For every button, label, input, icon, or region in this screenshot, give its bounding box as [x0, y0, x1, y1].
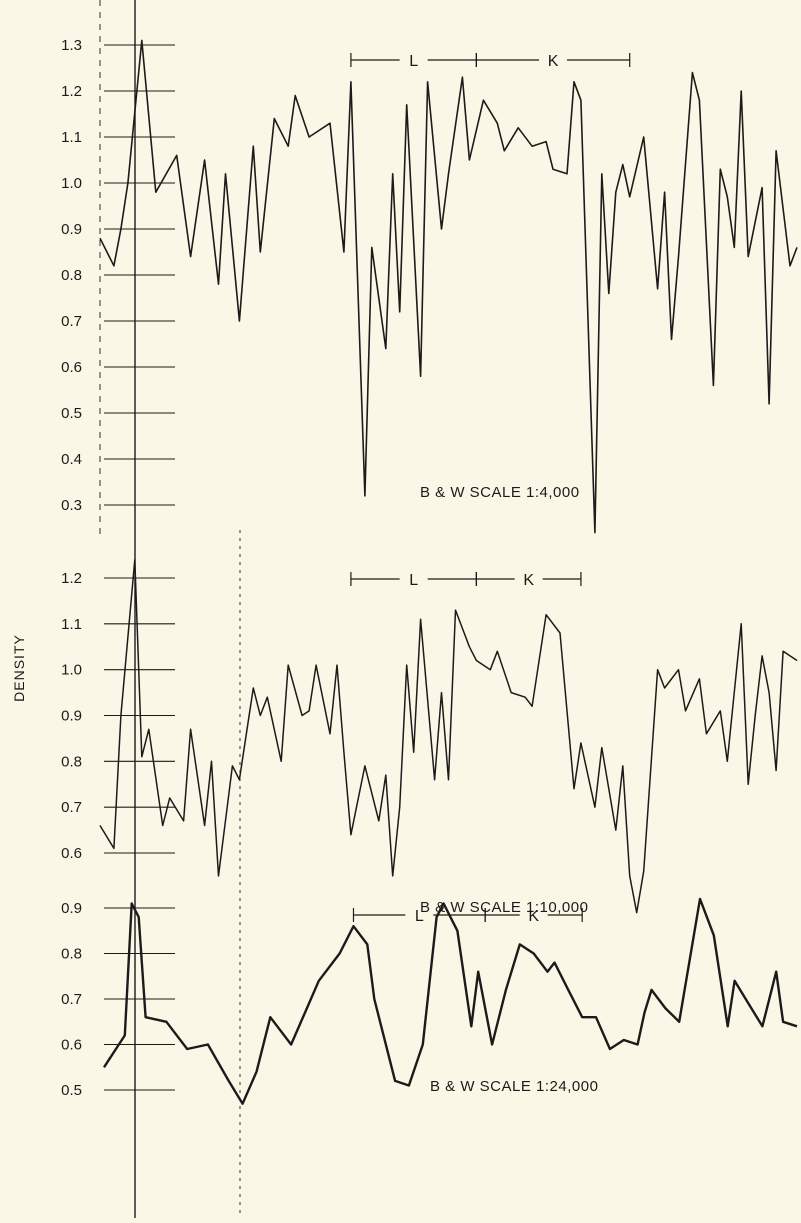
panel-1-ytick-label: 0.5	[61, 405, 82, 422]
panel-1-ytick-label: 0.6	[61, 359, 82, 376]
panel-1-ytick-label: 0.7	[61, 313, 82, 330]
panel-2-ytick-label: 1.0	[61, 662, 82, 679]
panel-3-ytick-label: 0.7	[61, 991, 82, 1008]
panel-3-zone-label: K	[528, 908, 539, 925]
panel-2-ytick-label: 0.8	[61, 753, 82, 770]
panel-2-ytick-label: 1.1	[61, 616, 82, 633]
panel-1-ytick-label: 1.3	[61, 37, 82, 54]
panel-1-zone-label: K	[548, 53, 559, 70]
panel-1-ytick-label: 0.8	[61, 267, 82, 284]
y-axis-label: DENSITY	[11, 634, 27, 702]
panel-3-density-line	[102, 897, 798, 1105]
panel-2-density-line	[99, 558, 798, 914]
panel-2-zone-label: L	[409, 572, 418, 589]
panel-1-caption: B & W SCALE 1:4,000	[420, 484, 580, 501]
panel-3-caption: B & W SCALE 1:24,000	[430, 1078, 598, 1095]
panel-3-ytick-label: 0.6	[61, 1037, 82, 1054]
panel-1-ytick-label: 1.1	[61, 129, 82, 146]
panel-3-ytick-label: 0.5	[61, 1082, 82, 1099]
panel-3-ytick-label: 0.9	[61, 900, 82, 917]
panel-3-ytick-label: 0.8	[61, 946, 82, 963]
panel-2-zone-label: K	[523, 572, 534, 589]
panel-1-ytick-label: 0.3	[61, 497, 82, 514]
panel-1-ytick-label: 1.2	[61, 83, 82, 100]
panel-1-zone-label: L	[409, 53, 418, 70]
panel-2-ytick-label: 1.2	[61, 570, 82, 587]
panel-2-ytick-label: 0.9	[61, 708, 82, 725]
panel-1-density-line	[99, 39, 798, 534]
panel-1-ytick-label: 0.9	[61, 221, 82, 238]
panel-3-zone-label: L	[415, 908, 424, 925]
panel-2-ytick-label: 0.7	[61, 799, 82, 816]
panel-1-ytick-label: 0.4	[61, 451, 82, 468]
panel-1-ytick-label: 1.0	[61, 175, 82, 192]
panel-2-ytick-label: 0.6	[61, 845, 82, 862]
panel-2-caption: B & W SCALE 1:10,000	[420, 899, 588, 916]
